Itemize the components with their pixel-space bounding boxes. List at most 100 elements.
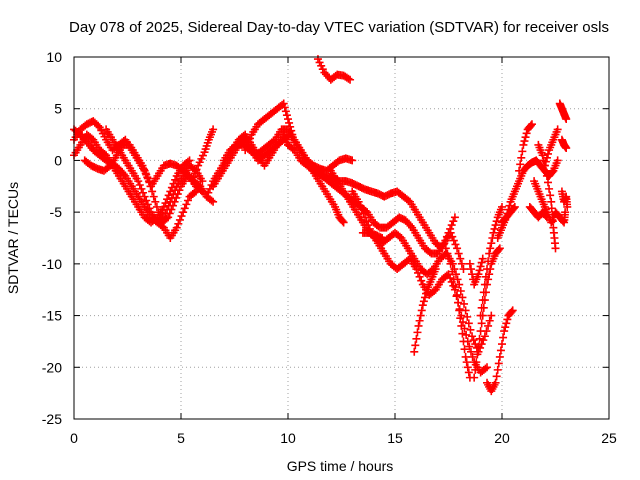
data-point xyxy=(410,347,419,356)
data-point xyxy=(546,191,555,200)
data-point xyxy=(448,232,457,241)
data-point xyxy=(415,316,424,325)
data-point xyxy=(544,149,553,158)
data-point xyxy=(451,283,460,292)
data-point xyxy=(456,254,465,263)
data-point xyxy=(459,337,468,346)
data-point xyxy=(509,204,518,213)
data-point xyxy=(495,244,504,253)
data-point xyxy=(338,217,347,226)
data-point xyxy=(458,329,467,338)
data-point xyxy=(494,245,503,254)
data-point xyxy=(465,342,474,351)
data-point xyxy=(447,221,456,230)
data-point xyxy=(138,161,147,170)
data-point xyxy=(553,125,562,134)
data-point xyxy=(477,258,486,267)
data-point xyxy=(473,350,482,359)
data-point xyxy=(508,306,517,315)
data-point xyxy=(419,297,428,306)
data-point xyxy=(202,192,211,201)
data-point xyxy=(503,315,512,324)
data-point xyxy=(280,103,289,112)
data-point xyxy=(378,234,387,242)
data-point xyxy=(348,156,357,165)
data-point xyxy=(209,197,218,206)
data-point xyxy=(522,129,531,138)
data-point xyxy=(464,319,473,328)
data-point xyxy=(163,205,172,214)
data-point xyxy=(474,342,483,351)
data-point xyxy=(453,290,462,299)
data-point xyxy=(339,218,348,227)
data-point xyxy=(515,166,524,175)
data-point xyxy=(494,359,503,368)
data-point xyxy=(481,364,490,373)
data-point xyxy=(180,204,189,213)
y-tick-label: -5 xyxy=(50,204,63,220)
data-point xyxy=(545,184,554,193)
data-point xyxy=(466,265,475,274)
x-tick-label: 10 xyxy=(280,430,296,446)
data-point xyxy=(498,202,506,211)
data-point xyxy=(492,372,501,381)
data-point xyxy=(510,202,519,211)
data-point xyxy=(542,213,551,222)
data-point xyxy=(553,156,562,165)
data-point xyxy=(449,275,458,284)
data-point xyxy=(499,333,508,342)
data-point xyxy=(541,157,550,166)
data-point xyxy=(446,228,455,237)
data-point xyxy=(362,217,371,226)
data-point xyxy=(171,186,180,195)
data-point xyxy=(359,209,368,218)
data-point xyxy=(161,209,170,218)
data-point xyxy=(285,118,294,127)
data-point xyxy=(417,306,426,315)
data-point xyxy=(172,223,181,232)
data-point xyxy=(420,293,429,302)
data-point xyxy=(143,200,152,209)
data-point xyxy=(540,161,549,170)
data-point xyxy=(94,121,103,130)
data-point xyxy=(144,177,153,186)
data-point xyxy=(140,165,149,174)
data-point xyxy=(179,208,188,217)
data-point xyxy=(143,173,152,182)
plot-frame xyxy=(73,56,610,420)
data-point xyxy=(177,212,186,221)
data-point xyxy=(518,147,527,156)
data-point xyxy=(460,299,469,308)
data-point xyxy=(466,325,475,334)
data-point xyxy=(461,352,470,361)
data-point xyxy=(169,190,178,199)
data-point xyxy=(182,200,191,209)
data-point xyxy=(346,75,355,84)
data-point xyxy=(456,314,465,323)
data-point xyxy=(406,221,415,230)
data-point xyxy=(192,165,201,174)
data-point xyxy=(282,111,291,120)
data-point xyxy=(475,334,484,343)
data-point xyxy=(416,311,425,320)
data-point xyxy=(478,296,487,305)
data-point xyxy=(139,188,148,197)
data-point xyxy=(463,312,472,321)
data-point xyxy=(526,121,535,130)
data-point xyxy=(246,134,255,143)
data-point xyxy=(493,365,502,374)
data-point xyxy=(474,270,483,279)
data-point xyxy=(561,208,570,217)
data-point xyxy=(284,115,292,124)
data-point xyxy=(440,239,449,248)
data-point xyxy=(507,307,516,316)
data-point xyxy=(159,213,168,222)
data-point xyxy=(517,153,526,162)
data-point xyxy=(491,378,500,387)
x-tick-label: 25 xyxy=(601,430,617,446)
data-point xyxy=(207,196,216,205)
data-point xyxy=(414,268,423,277)
data-point xyxy=(563,202,572,211)
data-point xyxy=(477,319,486,328)
data-point xyxy=(418,301,427,310)
